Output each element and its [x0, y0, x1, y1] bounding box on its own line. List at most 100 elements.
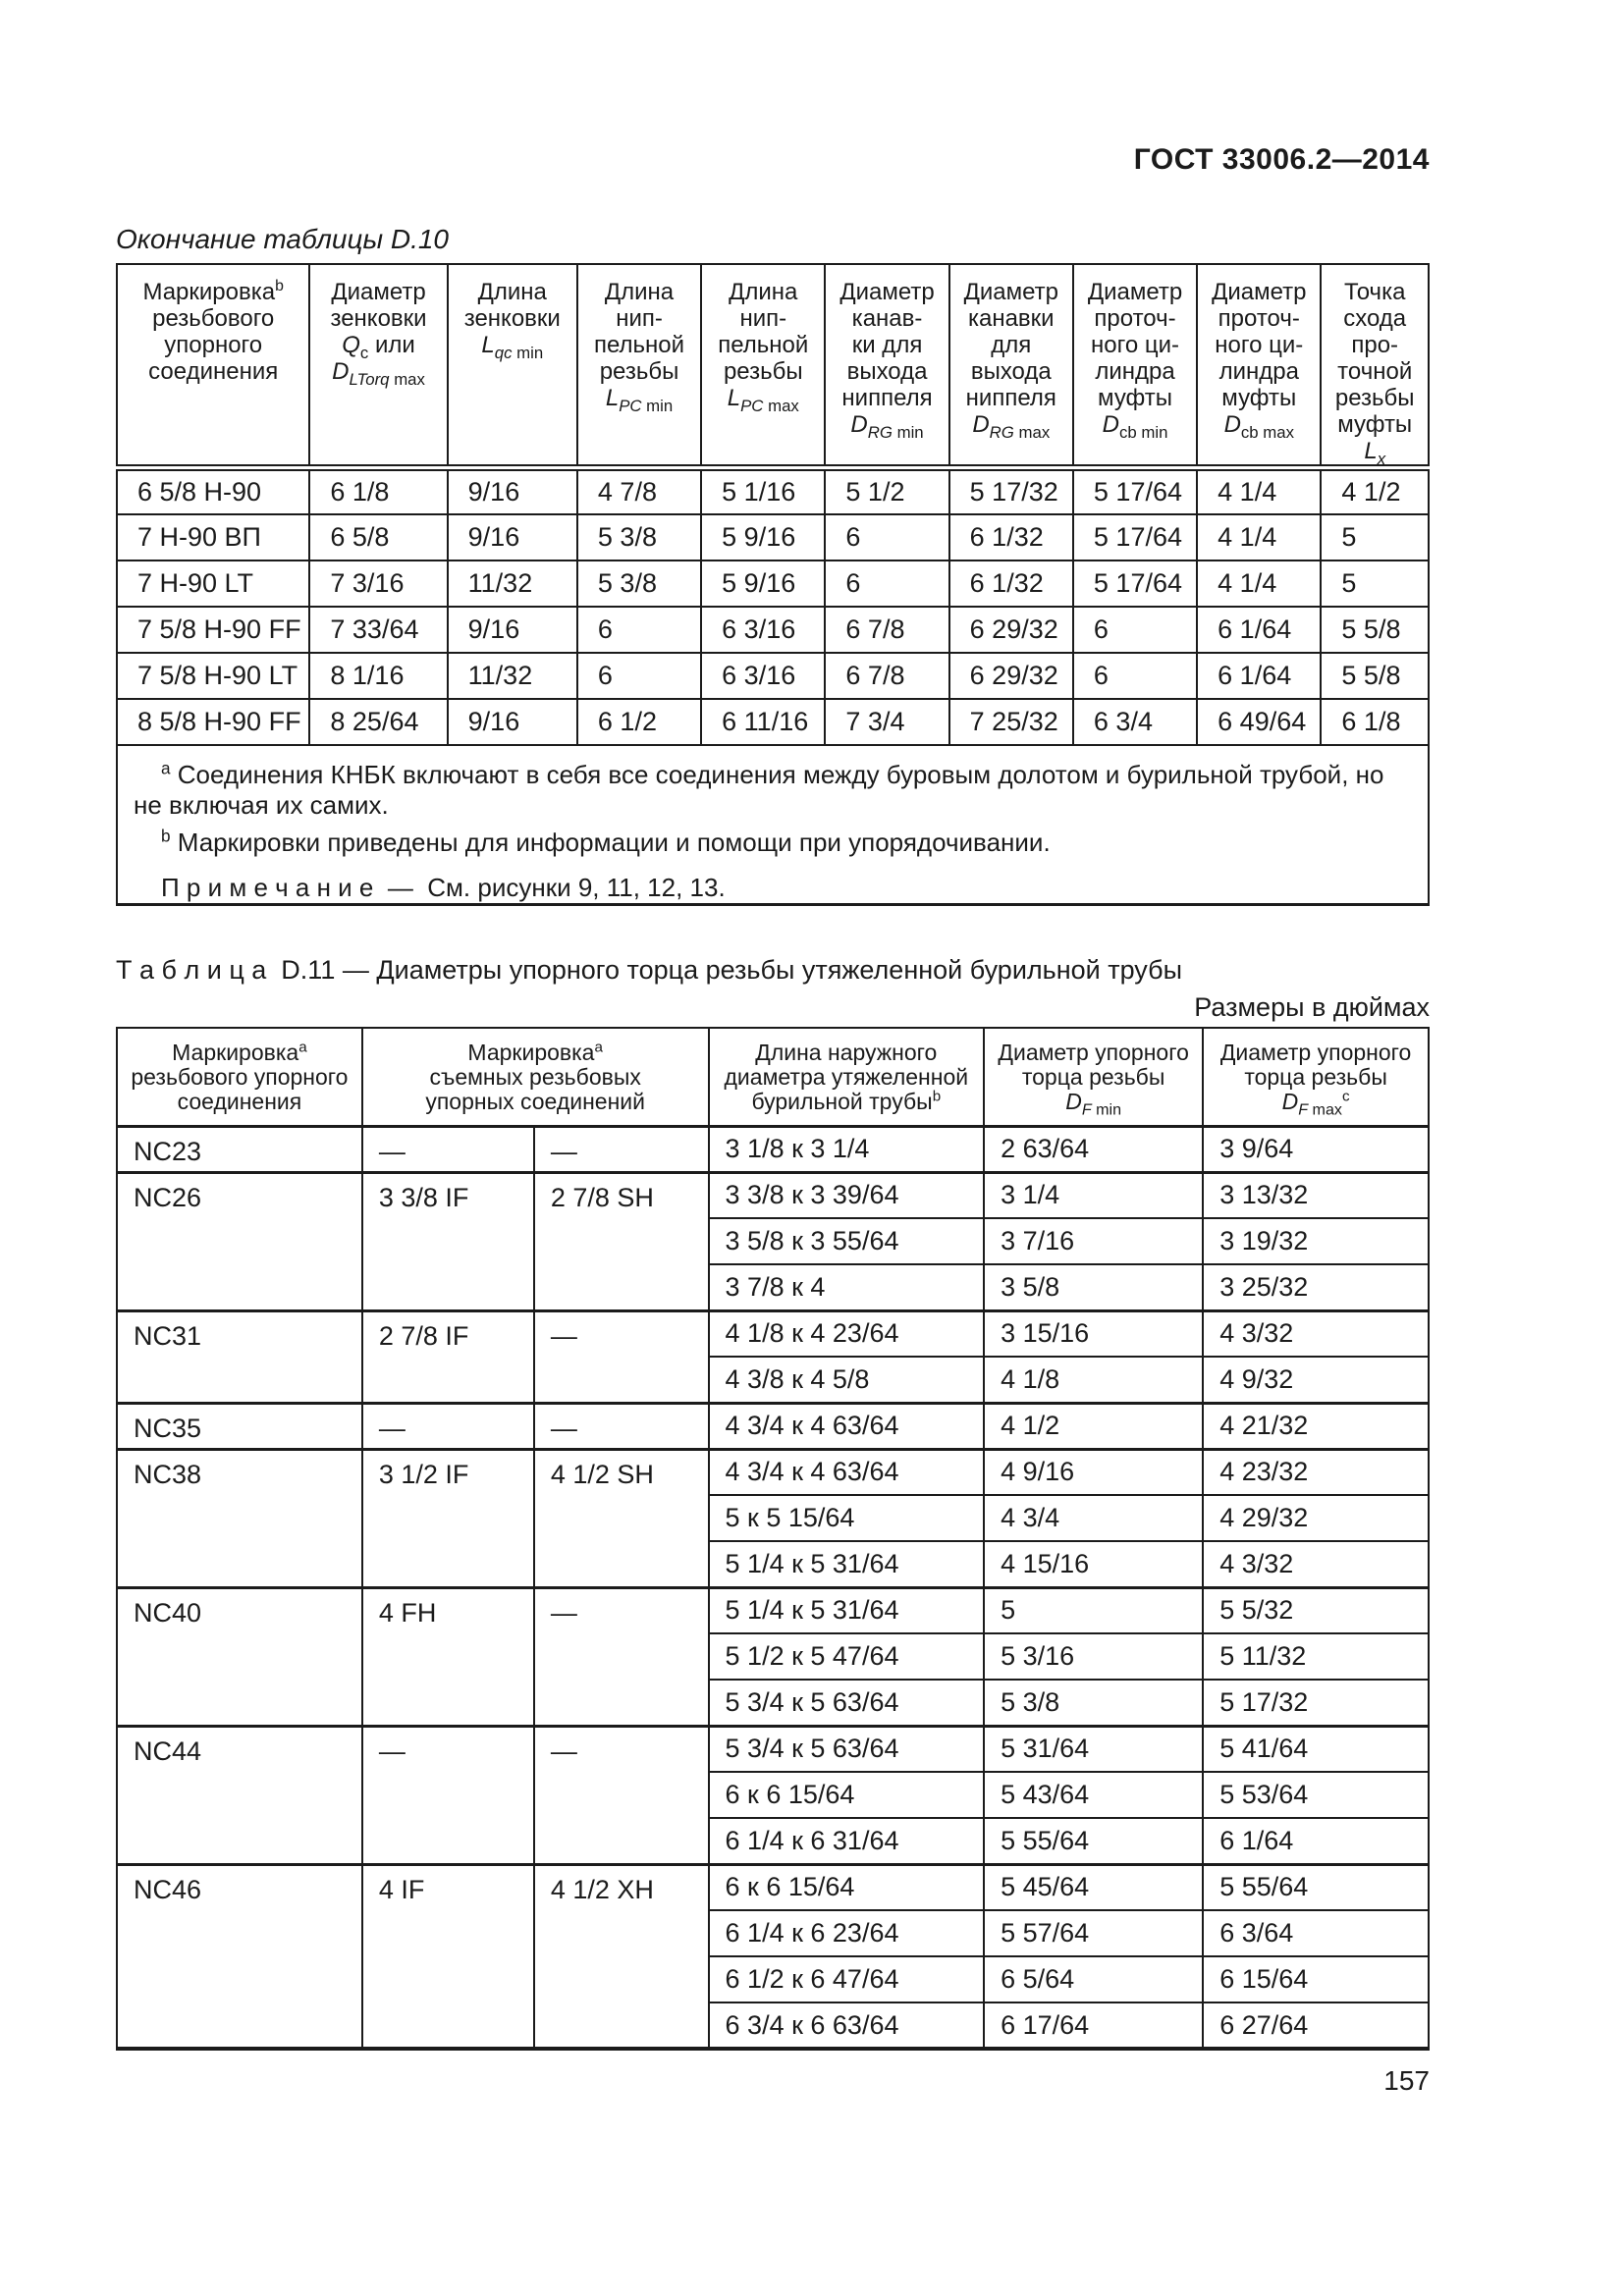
d11-cell: 3 7/8 к 4	[707, 1263, 986, 1310]
d11-sub-row: 6 3/4 к 6 63/64 6 17/64 6 27/64	[117, 2002, 1430, 2049]
d10-cell: 6 7/8	[824, 605, 950, 654]
d11-cell: 5 3/4 к 5 63/64	[707, 1724, 986, 1772]
d11-cell: 5 31/64	[983, 1724, 1205, 1772]
d11-removable-mark-1: 2 7/8 IF	[360, 1308, 535, 1403]
d10-cell: 6 3/16	[700, 605, 827, 654]
d11-cell: 3 15/16	[983, 1308, 1205, 1357]
d10-cell: 7 3/16	[308, 559, 449, 608]
d11-cell: 5 57/64	[983, 1909, 1205, 1956]
d11-removable-mark-1: 3 1/2 IF	[360, 1447, 535, 1587]
d10-cell: 5	[1320, 559, 1430, 608]
d11-header-cell: Маркировкаa съемных резьбовых упорных соед…	[360, 1028, 710, 1128]
d11-cell: 5 1/2 к 5 47/64	[707, 1632, 986, 1680]
d11-sub-row: 6 1/4 к 6 31/64 5 55/64 6 1/64	[117, 1817, 1430, 1864]
d11-cell: 2 63/64	[983, 1124, 1205, 1172]
d11-sub-row: 3 5/8 к 3 55/64 3 7/16 3 19/32	[117, 1217, 1430, 1264]
d10-row: 7 H-90 ВП 6 5/8 9/16 5 3/8 5 9/16 6 6 1/32 5 17…	[115, 512, 1430, 561]
d10-cell: 9/16	[446, 512, 578, 561]
d10-cell: 6 1/64	[1196, 605, 1323, 654]
d11-group-row: NC23— —3 1/8 к 3 1/4 2 63/64 3 9/64	[116, 1124, 1430, 1172]
d10-cell: 5 9/16	[700, 559, 827, 608]
d10-row: 7 5/8 H-90 FF 7 33/64 9/16 6 6 3/16 6 7/8 6 29…	[115, 605, 1430, 654]
d10-cell: 6	[824, 512, 950, 561]
d11-group-row: NC38 3 1/2 IF 4 1/2 SH 4 3/4 к 4 63/64 4 9/1…	[116, 1447, 1430, 1587]
d11-cell: 3 9/64	[1202, 1124, 1430, 1172]
d11-cell: 3 5/8 к 3 55/64	[707, 1217, 986, 1264]
d11-removable-mark-2: —	[532, 1401, 710, 1449]
d10-cell: 6	[1071, 605, 1199, 654]
table-d10-header-row: Маркировкаb резьбового упорного соединения Д…	[115, 263, 1430, 471]
d10-cell: 6 29/32	[947, 651, 1074, 700]
d11-group-label: NC23	[116, 1124, 363, 1172]
d10-cell: 9/16	[446, 697, 578, 746]
table-d10-note: П р и м е ч а н и е — См. рисунки 9, 11,…	[161, 872, 726, 902]
d11-cell: 6 15/64	[1202, 1955, 1430, 2002]
d11-removable-mark-2: —	[532, 1585, 710, 1726]
d10-cell: 6 1/2	[575, 697, 703, 746]
d11-header-cell: Диаметр упорного торца резьбы DF maxc	[1202, 1028, 1430, 1128]
d11-removable-mark-1: 4 FH	[360, 1585, 535, 1726]
d11-group-label: NC38	[116, 1447, 363, 1587]
d10-cell: 6 1/8	[308, 466, 449, 515]
d10-cell: 9/16	[446, 605, 578, 654]
d11-cell: 4 3/4	[983, 1494, 1205, 1541]
d11-cell: 4 23/32	[1202, 1447, 1430, 1495]
d11-removable-mark-2: —	[532, 1124, 710, 1172]
d11-cell: 5 17/32	[1202, 1679, 1430, 1726]
d11-removable-mark-1: 4 IF	[360, 1862, 535, 2049]
d10-header-cell: Диаметр канавки для выхода ниппеля DRG max	[947, 263, 1074, 471]
d10-cell: 5 17/64	[1071, 466, 1199, 515]
d11-cell: 6 1/64	[1202, 1817, 1430, 1864]
d11-group-row: NC31 2 7/8 IF —4 1/8 к 4 23/64 3 15/16 4 3/3…	[116, 1308, 1430, 1403]
d10-header-cell: Точка схода про-точной резьбы муфты Lx	[1320, 263, 1430, 471]
d11-sub-row: 4 3/8 к 4 5/8 4 1/8 4 9/32	[117, 1356, 1430, 1403]
d11-sub-row: 5 3/4 к 5 63/64 5 3/8 5 17/32	[117, 1679, 1430, 1726]
d11-sub-row: 6 1/4 к 6 23/64 5 57/64 6 3/64	[117, 1909, 1430, 1956]
d10-cell: 6 5/8	[308, 512, 449, 561]
d11-cell: 6 к 6 15/64	[707, 1862, 986, 1910]
d11-removable-mark-2: 2 7/8 SH	[532, 1170, 710, 1310]
d11-cell: 5 3/4 к 5 63/64	[707, 1679, 986, 1726]
d10-cell: 7 25/32	[947, 697, 1074, 746]
d11-cell: 4 1/2	[983, 1401, 1205, 1449]
d11-cell: 4 3/32	[1202, 1540, 1430, 1587]
d11-cell: 3 19/32	[1202, 1217, 1430, 1264]
d10-header-cell: Маркировкаb резьбового упорного соединения	[115, 263, 311, 471]
d11-cell: 4 3/4 к 4 63/64	[707, 1401, 986, 1449]
d10-cell: 6 3/4	[1071, 697, 1199, 746]
d11-cell: 4 9/32	[1202, 1356, 1430, 1403]
d10-cell: 8 5/8 H-90 FF	[115, 697, 311, 746]
d10-cell: 11/32	[446, 651, 578, 700]
page-number: 157	[1383, 2065, 1430, 2096]
d11-cell: 3 5/8	[983, 1263, 1205, 1310]
d11-cell: 4 15/16	[983, 1540, 1205, 1587]
d11-cell: 5 43/64	[983, 1771, 1205, 1818]
d11-cell: 5 55/64	[1202, 1862, 1430, 1910]
d10-header-cell: Длина нип-пельной резьбы LPC max	[700, 263, 827, 471]
d11-sub-row: 6 к 6 15/64 5 43/64 5 53/64	[117, 1771, 1430, 1818]
footnote-b: b Маркировки приведены для информации и …	[161, 825, 1051, 857]
d11-cell: 6 27/64	[1202, 2002, 1430, 2049]
d11-sub-row: 5 1/2 к 5 47/64 5 3/16 5 11/32	[117, 1632, 1430, 1680]
d11-cell: 6 1/4 к 6 23/64	[707, 1909, 986, 1956]
d11-group-label: NC44	[116, 1724, 363, 1864]
d10-cell: 6 3/16	[700, 651, 827, 700]
d11-group-label: NC40	[116, 1585, 363, 1726]
d10-cell: 5 3/8	[575, 559, 703, 608]
d11-group-row: NC40 4 FH —5 1/4 к 5 31/64 5 5 5/32	[116, 1585, 1430, 1726]
d10-row: 7 5/8 H-90 LT 8 1/16 11/32 6 6 3/16 6 7/8 6 29…	[115, 651, 1430, 700]
table-d11: Маркировкаa резьбового упорного соединения…	[116, 1027, 1430, 2051]
d10-cell: 5 5/8	[1320, 651, 1430, 700]
d11-cell: 5 1/4 к 5 31/64	[707, 1540, 986, 1587]
d11-cell: 4 3/4 к 4 63/64	[707, 1447, 986, 1495]
d10-cell: 7 3/4	[824, 697, 950, 746]
d10-header-cell: Диаметр проточ-ного ци-линдра муфты Dcb max	[1196, 263, 1323, 471]
d10-cell: 5 5/8	[1320, 605, 1430, 654]
d11-cell: 6 к 6 15/64	[707, 1771, 986, 1818]
d11-cell: 5 41/64	[1202, 1724, 1430, 1772]
d10-cell: 8 1/16	[308, 651, 449, 700]
d11-cell: 4 3/32	[1202, 1308, 1430, 1357]
d10-cell: 5 3/8	[575, 512, 703, 561]
